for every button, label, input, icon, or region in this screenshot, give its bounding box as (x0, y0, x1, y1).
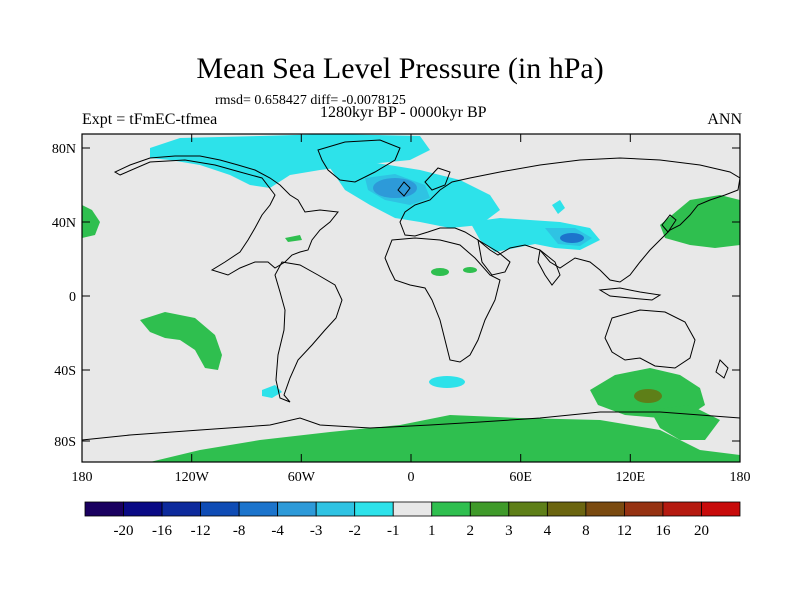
x-tick-label: 60E (509, 470, 532, 485)
colorbar-swatch (161, 501, 201, 517)
y-tick-label: 80N (52, 142, 76, 157)
colorbar-swatch (469, 501, 510, 517)
colorbar-swatch (662, 501, 702, 517)
x-tick-label: 120W (175, 470, 210, 485)
y-tick-label: 80S (54, 435, 76, 450)
colorbar-label: -12 (191, 523, 211, 539)
colorbar-label: 4 (544, 523, 552, 539)
stats-label: rmsd= 0.658427 diff= -0.0078125 (215, 93, 406, 108)
colorbar-label: -20 (114, 523, 134, 539)
colorbar-label: 8 (582, 523, 590, 539)
colorbar-swatch (585, 501, 625, 517)
y-tick-label: 40N (52, 216, 76, 231)
colorbar-label: -4 (271, 523, 284, 539)
colorbar-swatch (84, 501, 124, 517)
x-tick-label: 0 (408, 470, 415, 485)
experiment-label: Expt = tFmEC-tfmea (82, 111, 218, 128)
anomaly-fields (82, 134, 740, 462)
colorbar-labels: -20 -16 -12 -8 -4 -3 -2 -1 1 2 3 4 8 12 16 20 (114, 523, 709, 539)
colorbar-label: -2 (348, 523, 361, 539)
colorbar-label: 12 (617, 523, 632, 539)
colorbar-label: -3 (310, 523, 323, 539)
colorbar-label: 16 (655, 523, 671, 539)
y-tick-label: 40S (54, 364, 76, 379)
x-tick-label: 120E (616, 470, 646, 485)
colorbar-swatch (701, 501, 741, 517)
colorbar-swatch (431, 501, 471, 517)
season-label: ANN (707, 111, 742, 128)
colorbar-swatch (624, 501, 664, 517)
colorbar-label: 1 (428, 523, 436, 539)
coastlines (82, 139, 740, 441)
colorbar (84, 501, 741, 517)
colorbar-swatch (392, 501, 433, 517)
colorbar-swatch (277, 501, 317, 517)
colorbar-swatch (354, 501, 394, 517)
period-label: 1280kyr BP - 0000kyr BP (320, 104, 487, 121)
colorbar-label: 3 (505, 523, 513, 539)
colorbar-swatch (546, 501, 587, 517)
colorbar-swatch (200, 501, 240, 517)
y-tick-label: 0 (69, 290, 76, 305)
x-tick-label: 180 (730, 470, 751, 485)
colorbar-label: -16 (152, 523, 172, 539)
colorbar-swatch (123, 501, 163, 517)
colorbar-label: 2 (467, 523, 475, 539)
colorbar-label: -8 (233, 523, 246, 539)
x-tick-label: 180 (72, 470, 93, 485)
colorbar-swatch (238, 501, 279, 517)
colorbar-label: 20 (694, 523, 709, 539)
x-tick-label: 60W (288, 470, 316, 485)
colorbar-swatch (315, 501, 356, 517)
colorbar-swatch (508, 501, 548, 517)
map-plot-area (82, 134, 740, 462)
colorbar-label: -1 (387, 523, 400, 539)
map-title: Mean Sea Level Pressure (in hPa) (196, 52, 604, 85)
